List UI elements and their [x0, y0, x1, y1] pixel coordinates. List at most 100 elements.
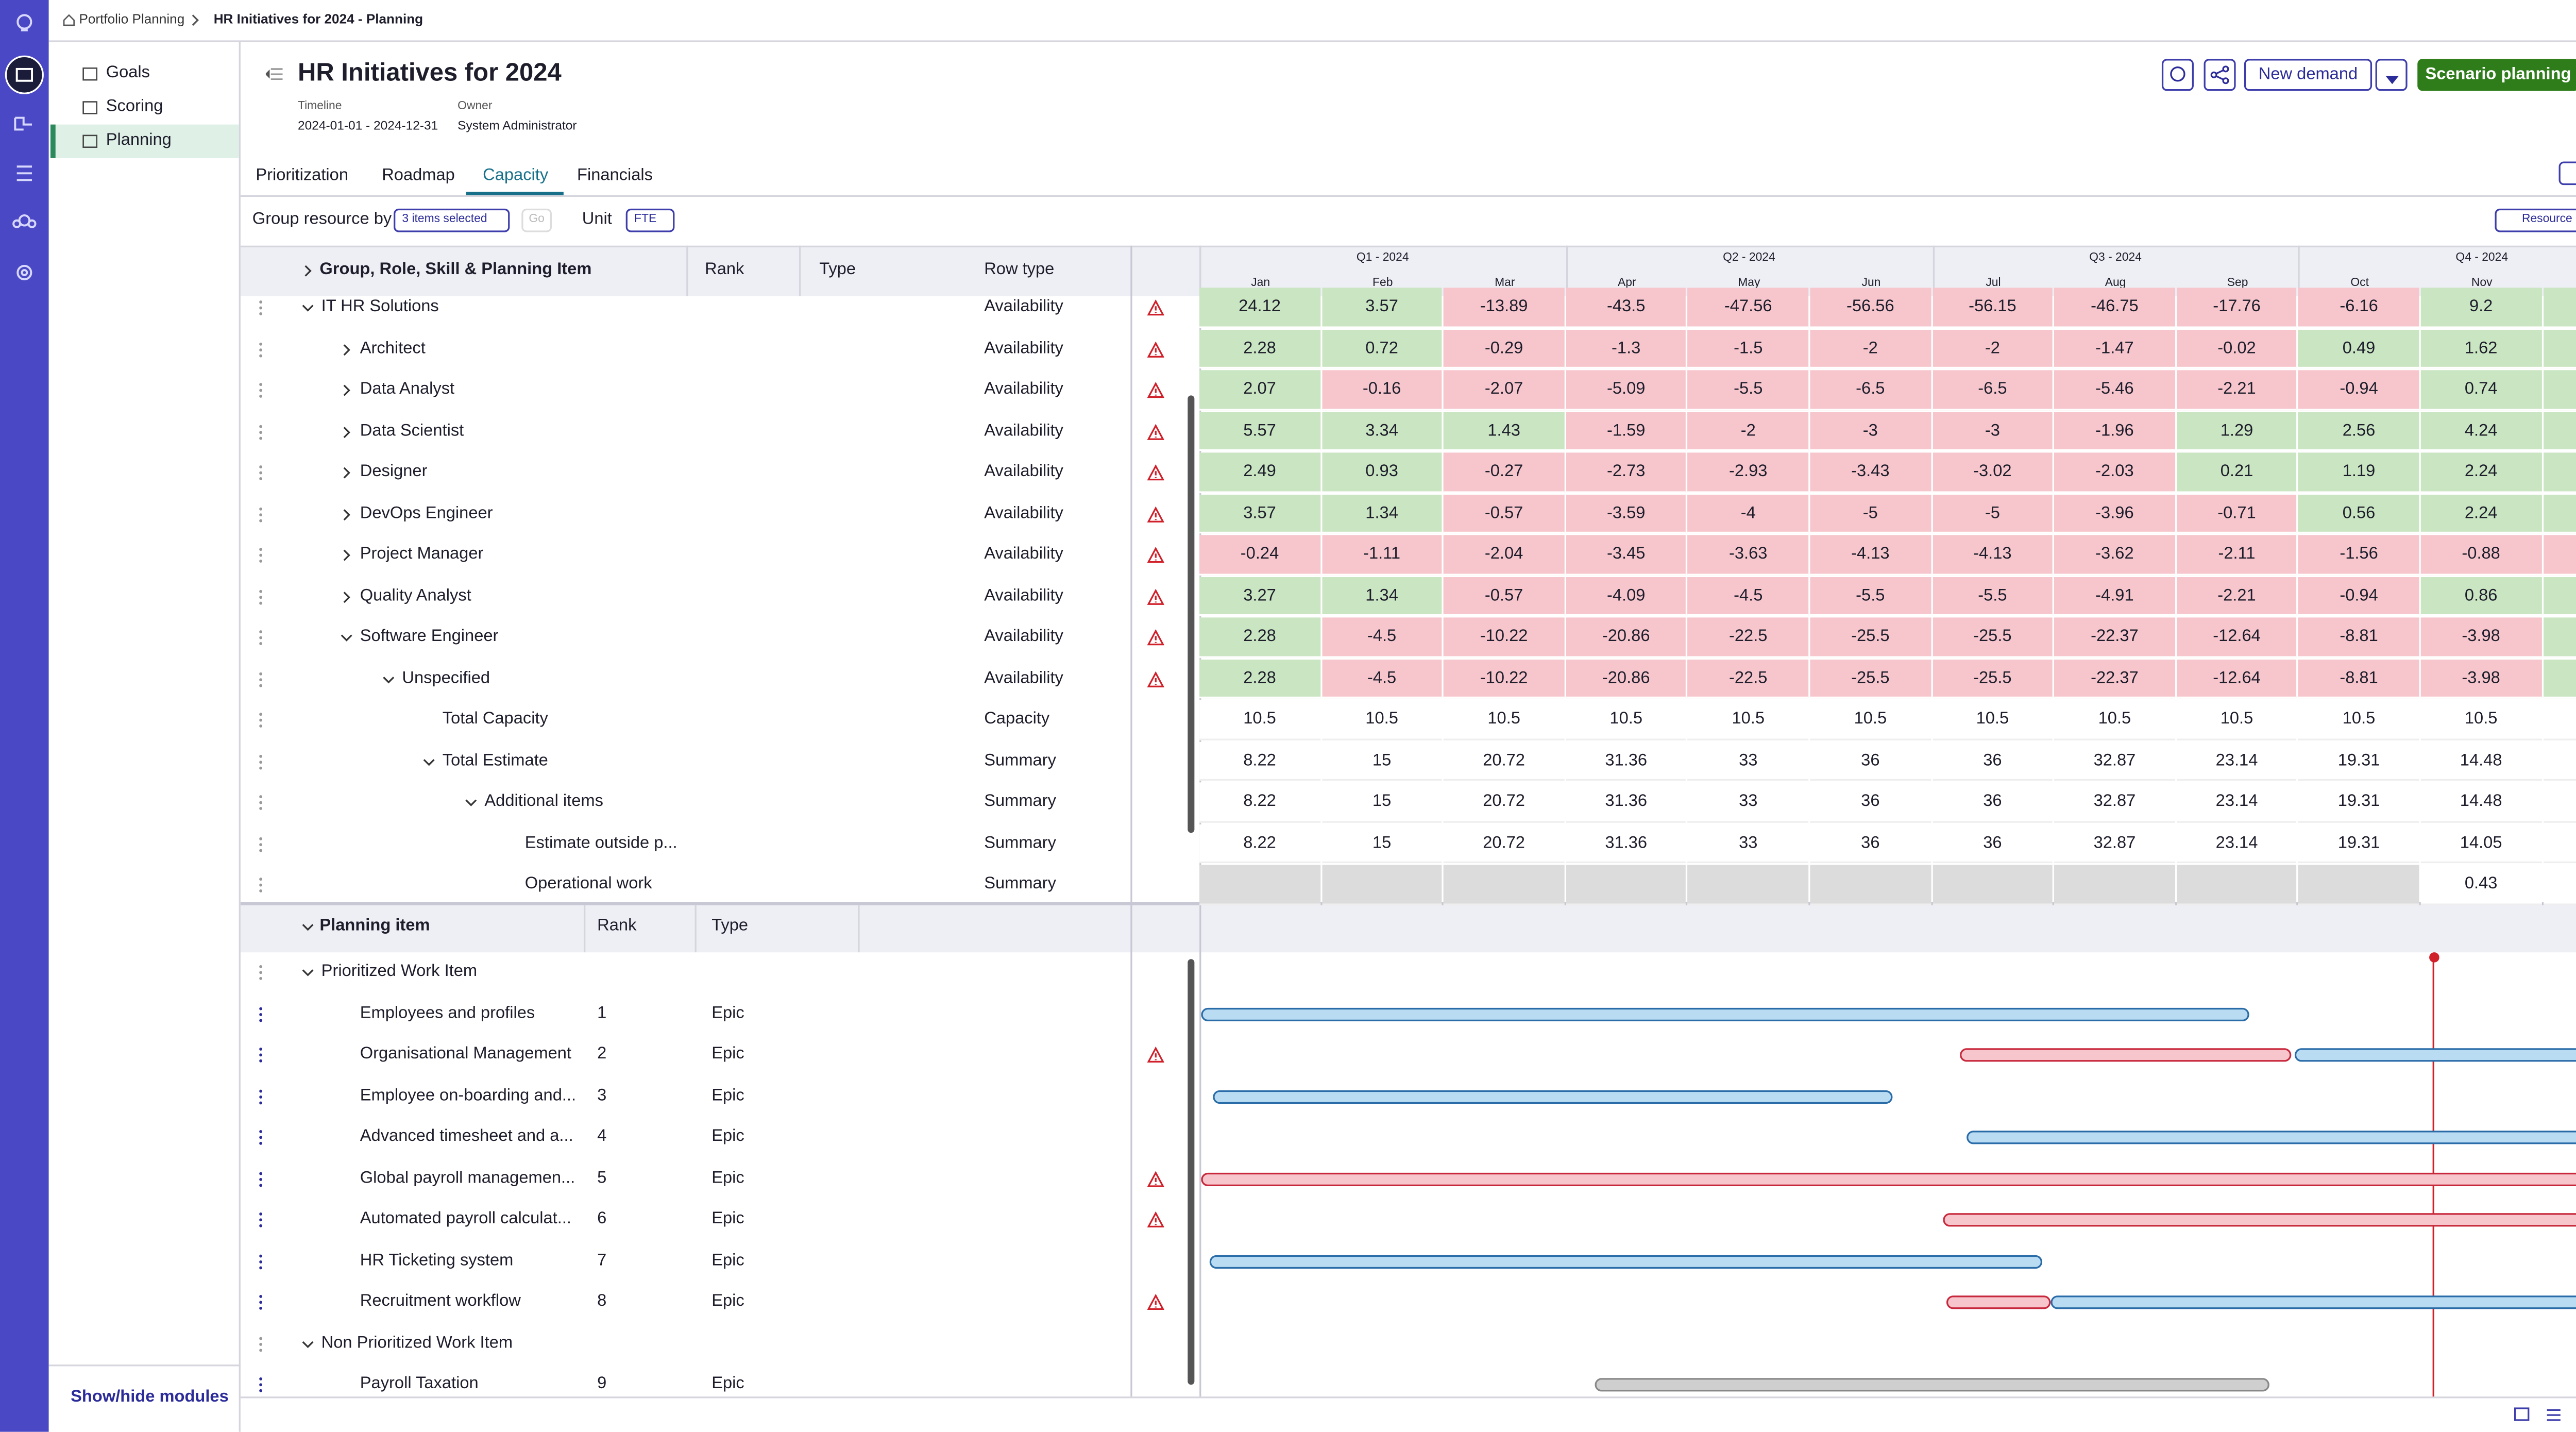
- capacity-cell: [1932, 865, 2053, 905]
- capacity-cell: 1.34: [1321, 576, 1442, 616]
- row-name: DevOps Engineer: [360, 503, 493, 523]
- capacity-cell: 1.19: [2298, 452, 2419, 493]
- capacity-cell: -5: [1810, 494, 1931, 534]
- drag-handle: [258, 877, 264, 894]
- capacity-cell: 2.26: [2543, 329, 2576, 369]
- capacity-cell: -0.71: [2176, 494, 2297, 534]
- warning-icon: [1147, 1170, 1165, 1187]
- group-name: Prioritized Work Item: [321, 962, 478, 981]
- gantt-bar[interactable]: [1201, 1172, 2576, 1186]
- capacity-cell: 10.5: [1932, 700, 2053, 740]
- capacity-cell: 31.36: [1566, 823, 1687, 864]
- active-icon[interactable]: [5, 55, 44, 94]
- item-name[interactable]: HR Ticketing system: [360, 1251, 514, 1270]
- resource-criteria-button[interactable]: Resource criteria: [2495, 208, 2576, 232]
- capacity-cell: -0.29: [1444, 329, 1565, 369]
- pane-divider: [1130, 245, 1132, 1397]
- row-name: IT HR Solutions: [321, 297, 439, 316]
- item-name[interactable]: Automated payroll calculat...: [360, 1209, 571, 1228]
- item-name[interactable]: Advanced timesheet and a...: [360, 1127, 573, 1146]
- go-button[interactable]: Go: [521, 208, 552, 232]
- drag-handle: [258, 1376, 264, 1393]
- item-rank: 8: [597, 1292, 607, 1311]
- drag-handle: [258, 506, 264, 523]
- item-name[interactable]: Payroll Taxation: [360, 1374, 479, 1393]
- module-item[interactable]: Scoring: [106, 97, 163, 116]
- row-type: Summary: [984, 792, 1056, 811]
- capacity-cell: -12.64: [2176, 659, 2297, 699]
- gantt-bar[interactable]: [1960, 1048, 2292, 1062]
- show-hide-modules[interactable]: Show/hide modules: [71, 1388, 229, 1407]
- capacity-cell: -10.22: [1444, 617, 1565, 658]
- comment-icon: [2168, 65, 2187, 84]
- capacity-cell: -4: [1688, 494, 1809, 534]
- capacity-cell: -0.02: [2176, 329, 2297, 369]
- filter-button[interactable]: Filter: [2558, 161, 2576, 186]
- drag-handle: [258, 1047, 264, 1064]
- gantt-bar[interactable]: [1213, 1089, 1893, 1103]
- warning-icon: [1147, 629, 1165, 646]
- breadcrumb-link[interactable]: Portfolio Planning: [79, 11, 185, 27]
- scrollbar[interactable]: [1188, 395, 1195, 833]
- capacity-cell: [2054, 865, 2175, 905]
- group-select[interactable]: 3 items selected: [394, 208, 510, 232]
- capacity-cell: 31.36: [1566, 782, 1687, 822]
- owner-label: Owner: [457, 100, 493, 113]
- tab[interactable]: Prioritization: [256, 166, 349, 186]
- tab[interactable]: Capacity: [483, 166, 549, 186]
- unit-select[interactable]: FTE: [625, 208, 675, 232]
- row-type: Availability: [984, 297, 1063, 316]
- item-name[interactable]: Global payroll managemen...: [360, 1168, 575, 1187]
- capacity-cell: 33: [1688, 823, 1809, 864]
- capacity-cell: -6.5: [1810, 370, 1931, 410]
- drag-handle: [258, 1294, 264, 1311]
- share-button[interactable]: [2204, 59, 2236, 91]
- item-rank: 4: [597, 1127, 607, 1146]
- owner-value: System Administrator: [457, 117, 577, 133]
- capacity-cell: 19.31: [2298, 741, 2419, 781]
- month-header: Apr: [1618, 277, 1636, 290]
- capacity-cell: -5.5: [1932, 576, 2053, 616]
- drag-handle: [258, 382, 264, 399]
- capacity-cell: -3.98: [2420, 617, 2541, 658]
- gantt-bar[interactable]: [1946, 1295, 2051, 1309]
- tab[interactable]: Financials: [577, 166, 653, 186]
- capacity-cell: -1.96: [2054, 411, 2175, 451]
- item-name[interactable]: Employees and profiles: [360, 1003, 535, 1022]
- gantt-bar[interactable]: [1943, 1213, 2576, 1227]
- capacity-cell: -5.46: [2054, 370, 2175, 410]
- breadcrumb-chevron: [190, 13, 200, 27]
- row-name: Operational work: [524, 874, 652, 894]
- capacity-cell: 0.74: [2420, 370, 2541, 410]
- capacity-cell: 0.86: [2420, 576, 2541, 616]
- item-name[interactable]: Organisational Management: [360, 1044, 572, 1064]
- capacity-cell: 23.14: [2176, 782, 2297, 822]
- module-item[interactable]: Goals: [106, 64, 150, 82]
- drag-handle: [258, 341, 264, 358]
- chevron: [301, 301, 314, 314]
- capacity-cell: -1.3: [1566, 329, 1687, 369]
- scenario-button[interactable]: Scenario planning: [2417, 59, 2576, 91]
- row-name: Project Manager: [360, 545, 484, 564]
- capacity-cell: 19.31: [2298, 823, 2419, 864]
- module-item[interactable]: Planning: [106, 131, 172, 150]
- view-icons[interactable]: [2506, 1403, 2576, 1427]
- gantt-bar[interactable]: [1595, 1378, 2269, 1392]
- drag-handle: [258, 1253, 264, 1270]
- gantt-bar[interactable]: [1209, 1254, 2043, 1268]
- capacity-cell: 9.46: [2543, 741, 2576, 781]
- new-demand-dropdown[interactable]: [2375, 59, 2408, 91]
- new-demand-button[interactable]: New demand: [2244, 59, 2372, 91]
- comment-button[interactable]: [2161, 59, 2194, 91]
- gantt-bar[interactable]: [2294, 1048, 2576, 1062]
- capacity-cell: 23.14: [2176, 823, 2297, 864]
- scrollbar[interactable]: [1188, 959, 1195, 1385]
- item-name[interactable]: Recruitment workflow: [360, 1292, 521, 1311]
- capacity-cell: -25.5: [1932, 617, 2053, 658]
- tab[interactable]: Roadmap: [382, 166, 455, 186]
- gantt-bar[interactable]: [1201, 1007, 2249, 1021]
- module-selected: [50, 124, 239, 158]
- gantt-bar[interactable]: [2050, 1295, 2576, 1309]
- gantt-bar[interactable]: [1967, 1131, 2576, 1144]
- item-name[interactable]: Employee on-boarding and...: [360, 1086, 577, 1105]
